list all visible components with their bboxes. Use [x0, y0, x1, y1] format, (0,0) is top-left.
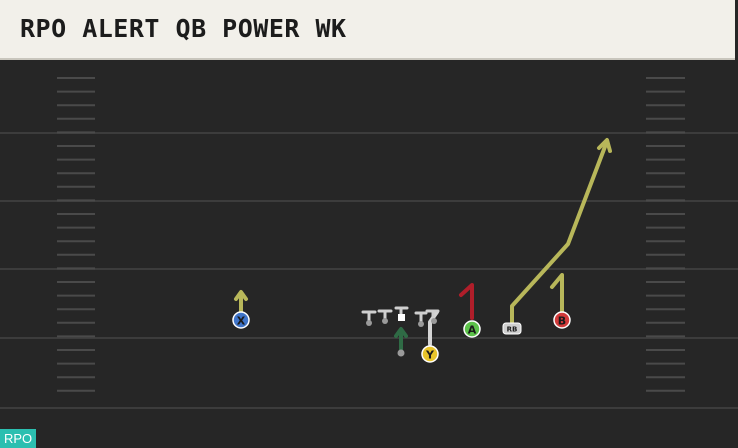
x-route-arrowhead	[234, 290, 248, 301]
yard-lines	[0, 132, 738, 409]
player-rb-label: RB	[507, 326, 518, 334]
y-route	[428, 310, 439, 346]
lineman-left-tackle	[361, 310, 377, 326]
player-a-label: A	[468, 324, 477, 337]
a-route	[459, 283, 474, 320]
play-title: RPO ALERT QB POWER WK	[20, 14, 347, 43]
rb-route-arrowhead	[597, 138, 612, 153]
qb-run-arrowhead	[394, 327, 408, 338]
qb-dot	[397, 349, 405, 357]
rb-route	[510, 142, 608, 324]
b-route	[550, 273, 564, 314]
player-x-label: X	[237, 315, 246, 328]
lineman-right-tackle	[425, 309, 440, 324]
lineman-right-guard	[414, 311, 428, 327]
lineman-center	[394, 306, 409, 321]
player-a: A	[463, 320, 481, 338]
title-bar: RPO ALERT QB POWER WK	[0, 0, 735, 60]
player-y: Y	[421, 345, 439, 363]
player-x: X	[232, 311, 250, 329]
player-rb: RB	[502, 322, 522, 335]
player-y-label: Y	[425, 349, 435, 362]
offensive-line	[361, 306, 440, 357]
hash-marks	[57, 77, 685, 392]
lineman-left-guard	[377, 309, 393, 324]
routes	[234, 138, 612, 352]
rpo-badge: RPO	[0, 429, 37, 448]
player-b: B	[553, 311, 571, 329]
player-b-label: B	[558, 315, 566, 328]
